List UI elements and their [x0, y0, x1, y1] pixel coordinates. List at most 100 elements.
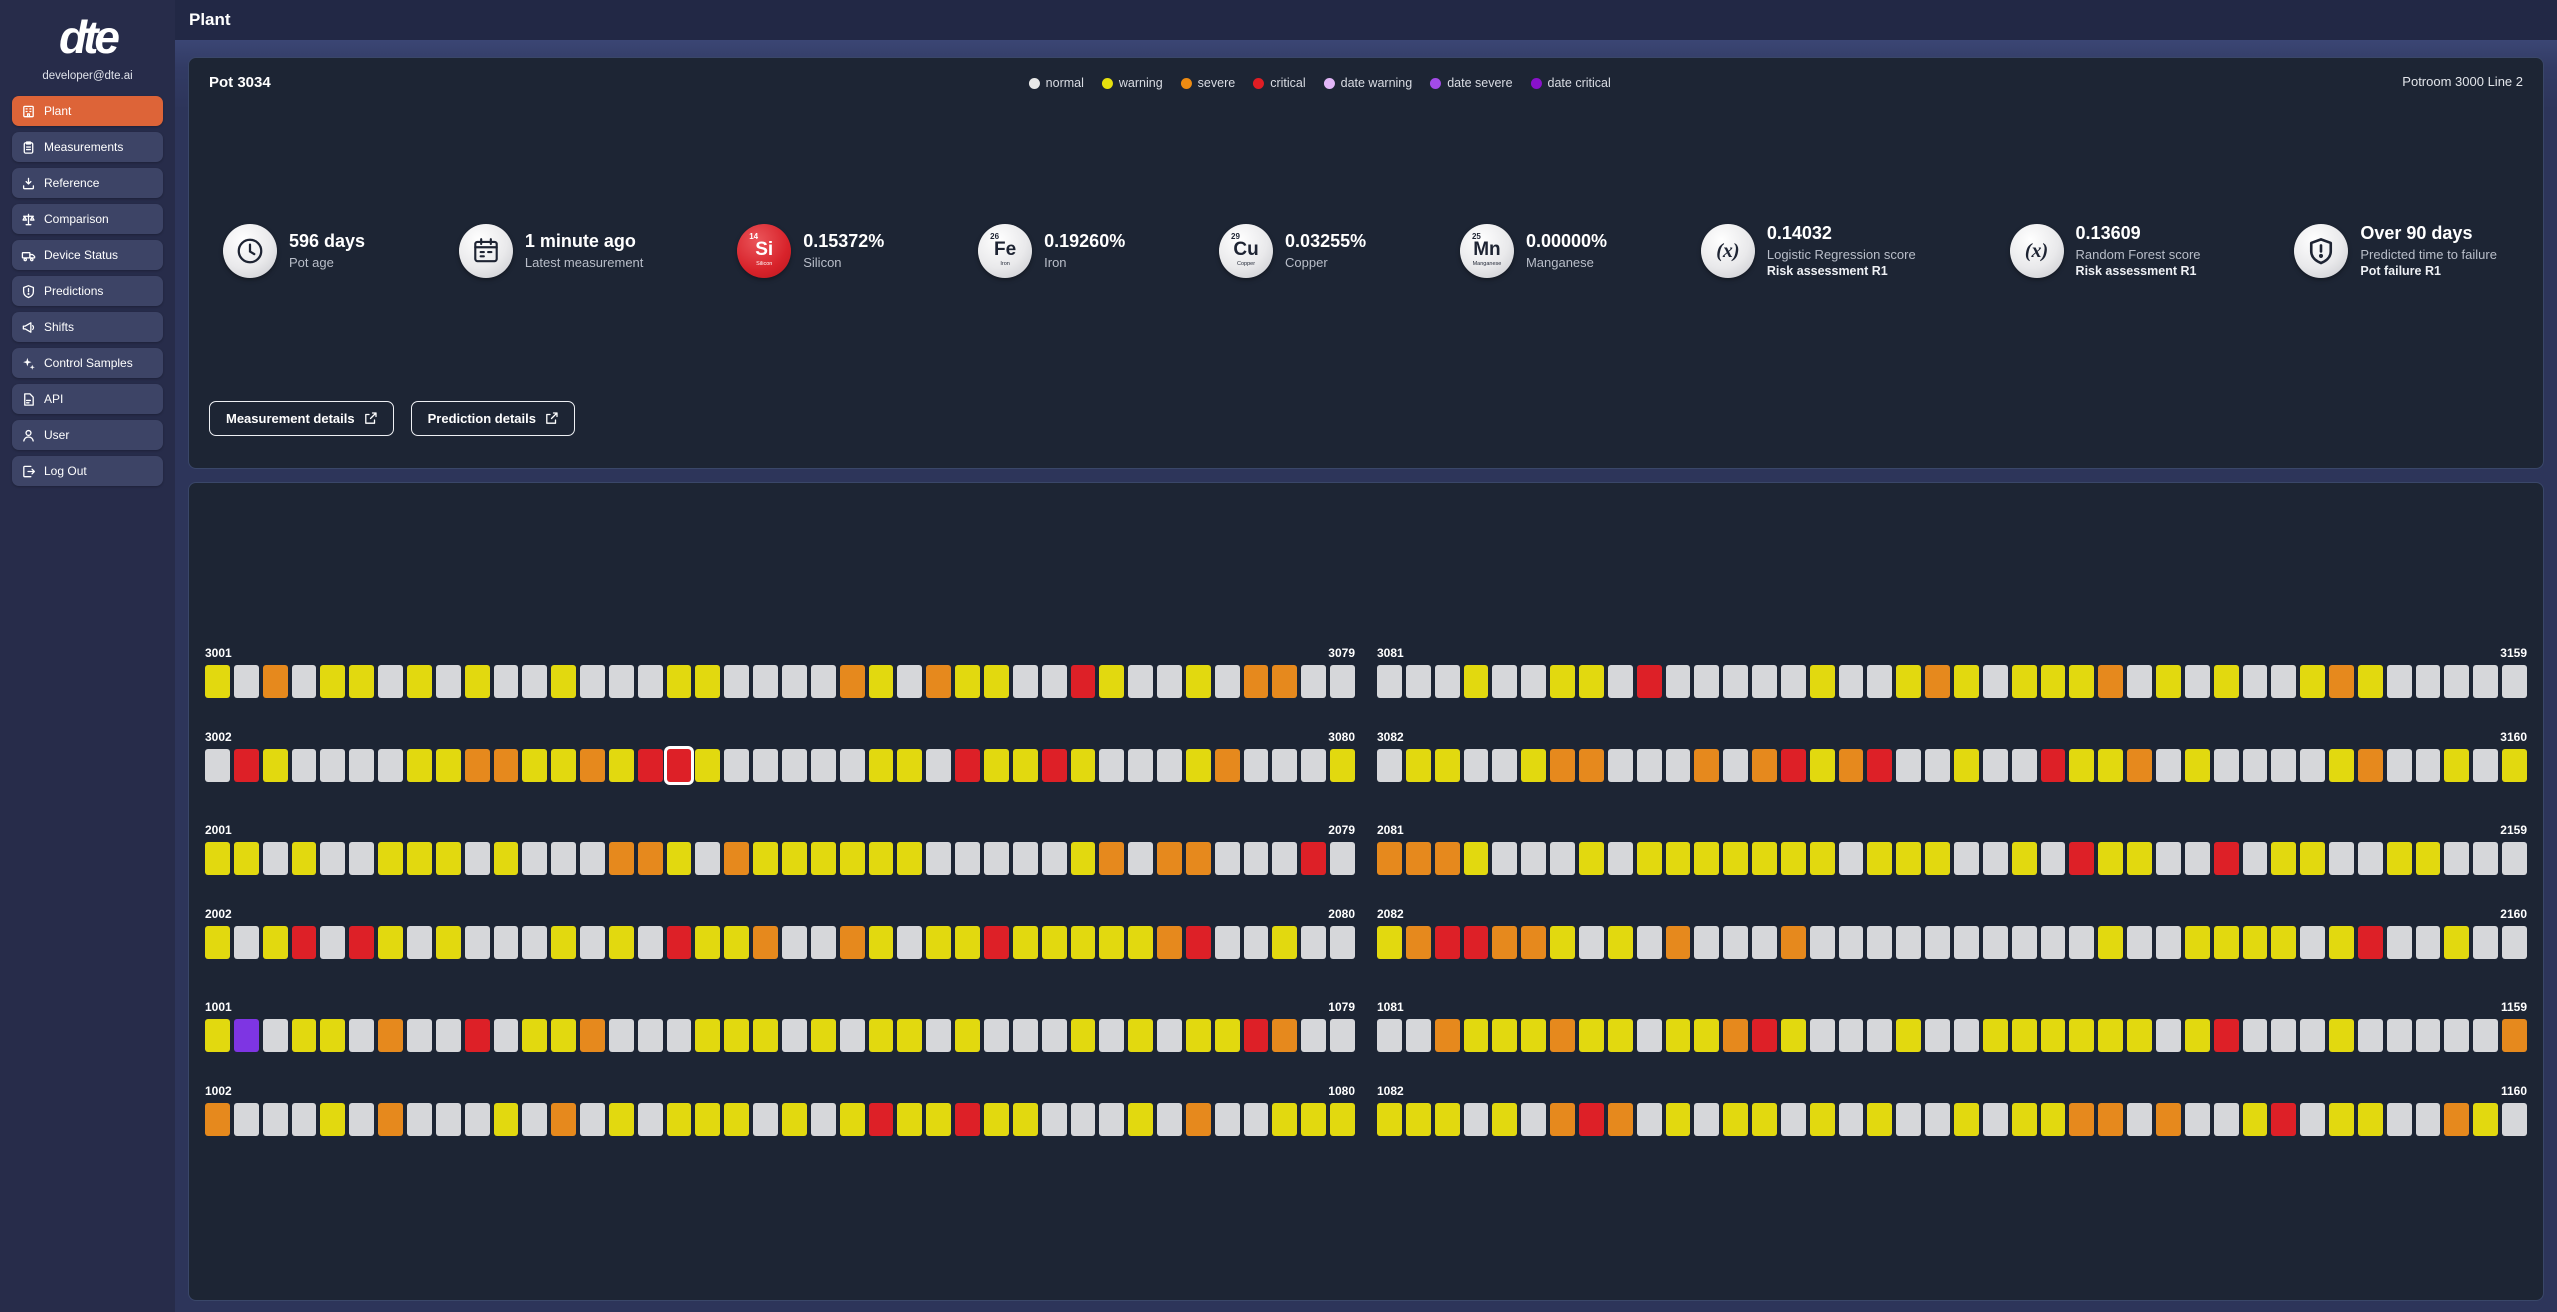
pot-cell-2121[interactable] [1954, 842, 1979, 875]
pot-cell-2054[interactable] [955, 926, 980, 959]
pot-cell-2066[interactable] [1128, 926, 1154, 959]
pot-cell-3034[interactable] [666, 749, 692, 782]
pot-cell-3088[interactable] [1463, 749, 1489, 782]
pot-cell-1131[interactable] [2098, 1019, 2124, 1052]
pot-cell-3118[interactable] [1896, 749, 1922, 782]
pot-cell-3110[interactable] [1780, 749, 1806, 782]
pot-cell-2111[interactable] [1809, 842, 1835, 875]
sidebar-item-log-out[interactable]: Log Out [12, 456, 163, 486]
pot-cell-3033[interactable] [666, 665, 692, 698]
sidebar-item-predictions[interactable]: Predictions [12, 276, 163, 306]
pot-cell-2062[interactable] [1070, 926, 1096, 959]
pot-cell-2071[interactable] [1214, 842, 1240, 875]
pot-cell-3148[interactable] [2329, 749, 2354, 782]
pot-cell-2011[interactable] [349, 842, 375, 875]
pot-cell-1138[interactable] [2184, 1103, 2210, 1136]
pot-cell-1132[interactable] [2098, 1103, 2124, 1136]
pot-cell-1016[interactable] [406, 1103, 432, 1136]
pot-cell-1160[interactable] [2502, 1103, 2527, 1136]
pot-cell-3057[interactable] [1012, 665, 1038, 698]
pot-cell-1033[interactable] [666, 1019, 692, 1052]
pot-cell-3040[interactable] [753, 749, 778, 782]
pot-cell-3065[interactable] [1128, 665, 1154, 698]
pot-cell-3119[interactable] [1925, 665, 1950, 698]
pot-cell-2032[interactable] [637, 926, 663, 959]
pot-cell-3008[interactable] [291, 749, 317, 782]
pot-cell-1142[interactable] [2242, 1103, 2268, 1136]
pot-cell-1091[interactable] [1521, 1019, 1547, 1052]
pot-cell-1056[interactable] [983, 1103, 1009, 1136]
pot-cell-3017[interactable] [435, 665, 461, 698]
pot-cell-1058[interactable] [1012, 1103, 1038, 1136]
pot-cell-1129[interactable] [2069, 1019, 2095, 1052]
pot-cell-3100[interactable] [1636, 749, 1662, 782]
pot-cell-3022[interactable] [493, 749, 519, 782]
pot-cell-1134[interactable] [2127, 1103, 2152, 1136]
pot-cell-1081[interactable] [1377, 1019, 1402, 1052]
pot-cell-1133[interactable] [2127, 1019, 2152, 1052]
pot-cell-3023[interactable] [522, 665, 548, 698]
pot-cell-3146[interactable] [2300, 749, 2326, 782]
pot-cell-2099[interactable] [1636, 842, 1662, 875]
pot-cell-1104[interactable] [1694, 1103, 1720, 1136]
pot-cell-3084[interactable] [1405, 749, 1431, 782]
pot-cell-3129[interactable] [2069, 665, 2095, 698]
pot-cell-3068[interactable] [1157, 749, 1182, 782]
pot-cell-3001[interactable] [205, 665, 230, 698]
pot-cell-1038[interactable] [724, 1103, 750, 1136]
pot-cell-3120[interactable] [1925, 749, 1950, 782]
pot-cell-3151[interactable] [2386, 665, 2412, 698]
pot-cell-2088[interactable] [1463, 926, 1489, 959]
pot-cell-2123[interactable] [1982, 842, 2008, 875]
pot-cell-3079[interactable] [1330, 665, 1355, 698]
pot-cell-2145[interactable] [2300, 842, 2326, 875]
pot-cell-3117[interactable] [1896, 665, 1922, 698]
pot-cell-2094[interactable] [1550, 926, 1575, 959]
pot-cell-2129[interactable] [2069, 842, 2095, 875]
pot-cell-3112[interactable] [1809, 749, 1835, 782]
pot-cell-2063[interactable] [1099, 842, 1125, 875]
pot-cell-3038[interactable] [724, 749, 750, 782]
pot-cell-3020[interactable] [464, 749, 490, 782]
pot-cell-2085[interactable] [1434, 842, 1460, 875]
sidebar-item-reference[interactable]: Reference [12, 168, 163, 198]
pot-cell-1097[interactable] [1607, 1019, 1633, 1052]
pot-cell-1158[interactable] [2473, 1103, 2499, 1136]
pot-cell-1065[interactable] [1128, 1019, 1154, 1052]
pot-cell-3029[interactable] [608, 665, 634, 698]
pot-cell-1086[interactable] [1434, 1103, 1460, 1136]
pot-cell-2002[interactable] [205, 926, 230, 959]
pot-cell-1109[interactable] [1780, 1019, 1806, 1052]
pot-cell-3048[interactable] [868, 749, 894, 782]
pot-cell-1127[interactable] [2040, 1019, 2066, 1052]
pot-cell-2108[interactable] [1752, 926, 1777, 959]
pot-cell-3093[interactable] [1550, 665, 1575, 698]
pot-cell-2158[interactable] [2473, 926, 2499, 959]
pot-cell-1008[interactable] [291, 1103, 317, 1136]
pot-cell-2150[interactable] [2357, 926, 2383, 959]
pot-cell-2128[interactable] [2040, 926, 2066, 959]
pot-cell-1082[interactable] [1377, 1103, 1402, 1136]
pot-cell-3085[interactable] [1434, 665, 1460, 698]
pot-cell-1107[interactable] [1752, 1019, 1777, 1052]
pot-cell-3111[interactable] [1809, 665, 1835, 698]
pot-cell-1074[interactable] [1243, 1103, 1269, 1136]
pot-cell-1106[interactable] [1723, 1103, 1749, 1136]
pot-cell-3015[interactable] [406, 665, 432, 698]
pot-cell-3073[interactable] [1243, 665, 1269, 698]
pot-cell-2152[interactable] [2386, 926, 2412, 959]
pot-cell-1078[interactable] [1301, 1103, 1327, 1136]
pot-cell-2058[interactable] [1012, 926, 1038, 959]
pot-cell-1070[interactable] [1185, 1103, 1211, 1136]
pot-cell-3091[interactable] [1521, 665, 1547, 698]
pot-cell-2042[interactable] [782, 926, 807, 959]
pot-cell-2133[interactable] [2127, 842, 2152, 875]
pot-cell-1043[interactable] [810, 1019, 836, 1052]
pot-cell-2151[interactable] [2386, 842, 2412, 875]
pot-cell-3154[interactable] [2415, 749, 2441, 782]
pot-cell-1060[interactable] [1041, 1103, 1067, 1136]
pot-cell-1019[interactable] [464, 1019, 490, 1052]
pot-cell-3076[interactable] [1272, 749, 1298, 782]
pot-cell-1006[interactable] [262, 1103, 288, 1136]
sidebar-item-user[interactable]: User [12, 420, 163, 450]
